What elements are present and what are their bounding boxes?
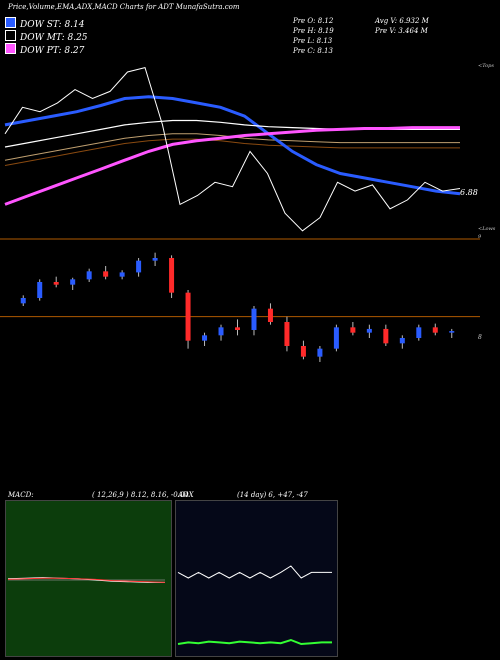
candle-body-14 bbox=[251, 308, 257, 330]
chart-title: Price,Volume,EMA,ADX,MACD Charts for ADT… bbox=[8, 3, 240, 11]
candle-body-17 bbox=[300, 346, 306, 357]
candle-body-10 bbox=[185, 292, 191, 341]
adx-params: (14 day) 6, +47, -47 bbox=[237, 491, 308, 499]
legend-dow-pt: DOW PT: 8.27 bbox=[5, 43, 84, 56]
candle-body-13 bbox=[235, 327, 240, 330]
panel-end-mark: 9 bbox=[478, 234, 482, 240]
candle-body-23 bbox=[399, 338, 405, 344]
ema-reference-line-1 bbox=[4, 138, 460, 166]
candle-body-15 bbox=[267, 308, 273, 322]
candle-body-6 bbox=[119, 272, 125, 277]
legend-dow-mt: DOW MT: 8.25 bbox=[5, 30, 88, 43]
candle-body-25 bbox=[432, 327, 438, 333]
candle-body-11 bbox=[202, 335, 208, 341]
macd-params: ( 12,26,9 ) 8.12, 8.16, -0.04 bbox=[92, 491, 189, 499]
candle-body-0 bbox=[20, 298, 26, 304]
candle-body-22 bbox=[383, 328, 389, 344]
adx-panel bbox=[175, 500, 338, 657]
legend-dow-st: DOW ST: 8.14 bbox=[5, 17, 85, 30]
legend-swatch-mt bbox=[5, 30, 16, 41]
legend-dow-pt-label: DOW PT: 8.27 bbox=[20, 46, 85, 56]
adx-title: ADX bbox=[178, 491, 194, 499]
candle-body-5 bbox=[103, 271, 109, 277]
quote-prev-volume: Pre V: 3.464 M bbox=[375, 27, 428, 35]
ema-layer bbox=[4, 95, 461, 206]
candle-body-7 bbox=[136, 260, 142, 273]
candle-body-26 bbox=[449, 331, 455, 333]
ema-line-0 bbox=[4, 95, 461, 196]
candle-body-16 bbox=[284, 322, 290, 346]
candle-body-9 bbox=[169, 258, 175, 293]
legend-swatch-pt bbox=[5, 43, 16, 54]
candle-body-4 bbox=[86, 271, 92, 280]
legend-swatch-st bbox=[5, 17, 16, 28]
candle-body-2 bbox=[53, 282, 59, 285]
quote-prev-open: Pre O: 8.12 bbox=[293, 17, 334, 25]
candle-body-19 bbox=[333, 327, 339, 349]
quote-prev-close: Pre C: 8.13 bbox=[293, 47, 333, 55]
legend-dow-mt-label: DOW MT: 8.25 bbox=[20, 33, 88, 43]
ema-line-2 bbox=[4, 126, 460, 206]
candle-body-1 bbox=[37, 282, 43, 298]
candle-body-20 bbox=[350, 327, 356, 333]
candle-layer bbox=[0, 238, 480, 362]
candle-body-8 bbox=[152, 258, 158, 261]
legend-dow-st-label: DOW ST: 8.14 bbox=[20, 20, 85, 30]
price-line-layer bbox=[4, 66, 461, 232]
price-chart bbox=[0, 66, 480, 362]
tops-marker: <Tops bbox=[478, 63, 494, 69]
macd-title: MACD: bbox=[8, 491, 34, 499]
quote-prev-high: Pre H: 8.19 bbox=[293, 27, 334, 35]
quote-prev-low: Pre L: 8.13 bbox=[293, 37, 333, 45]
lows-marker: <Lows bbox=[478, 226, 496, 232]
quote-avg-volume: Avg V: 6.932 M bbox=[375, 17, 429, 25]
candle-body-18 bbox=[317, 348, 323, 357]
candle-axis-label: 8 bbox=[478, 334, 482, 341]
candle-body-24 bbox=[416, 327, 422, 338]
last-price-label: 6.88 bbox=[460, 188, 478, 197]
candle-body-12 bbox=[218, 327, 224, 336]
macd-panel bbox=[5, 500, 172, 657]
price-close-line bbox=[4, 66, 461, 232]
candle-body-3 bbox=[70, 279, 76, 285]
candle-body-21 bbox=[366, 328, 372, 333]
